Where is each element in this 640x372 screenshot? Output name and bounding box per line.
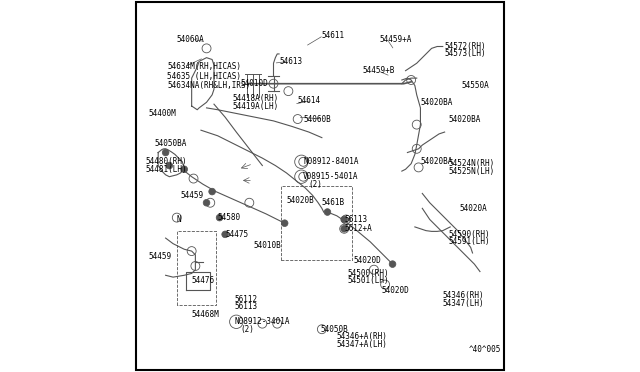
Text: 54524N(RH): 54524N(RH)	[449, 159, 495, 168]
Text: 5461B: 5461B	[322, 198, 345, 207]
Text: 54480(RH): 54480(RH)	[145, 157, 187, 166]
Text: N08912-8401A: N08912-8401A	[303, 157, 359, 166]
Text: 54060A: 54060A	[177, 35, 205, 44]
Circle shape	[181, 166, 188, 173]
Text: 56112: 56112	[234, 295, 257, 304]
Text: 54468M: 54468M	[191, 310, 220, 319]
Text: 54481(LH): 54481(LH)	[145, 165, 187, 174]
Circle shape	[222, 231, 228, 238]
Text: N: N	[177, 215, 181, 224]
Circle shape	[203, 199, 210, 206]
Text: 5612+A: 5612+A	[344, 224, 372, 233]
Text: N08912-3401A: N08912-3401A	[234, 317, 290, 326]
Circle shape	[341, 225, 348, 232]
Text: 54459: 54459	[180, 191, 204, 200]
Text: 54060B: 54060B	[303, 115, 331, 124]
Text: 54573(LH): 54573(LH)	[445, 49, 486, 58]
Text: 56113: 56113	[234, 302, 257, 311]
Text: 56113: 56113	[344, 215, 367, 224]
Text: 54020BA: 54020BA	[420, 98, 453, 107]
Text: (2): (2)	[240, 325, 254, 334]
Text: 54400M: 54400M	[149, 109, 177, 118]
Circle shape	[166, 162, 173, 169]
Text: ^40^005: ^40^005	[468, 345, 501, 354]
Circle shape	[324, 209, 331, 215]
Text: (2): (2)	[309, 180, 323, 189]
Text: 54476: 54476	[191, 276, 215, 285]
Text: 54020D: 54020D	[353, 256, 381, 265]
Text: 54525N(LH): 54525N(LH)	[449, 167, 495, 176]
Text: 54050B: 54050B	[320, 325, 348, 334]
Text: 54614: 54614	[298, 96, 321, 105]
Circle shape	[389, 261, 396, 267]
Text: V08915-5401A: V08915-5401A	[303, 172, 359, 181]
Text: 54346(RH): 54346(RH)	[443, 291, 484, 300]
Text: 54346+A(RH): 54346+A(RH)	[337, 332, 388, 341]
Text: 54020D: 54020D	[381, 286, 409, 295]
Text: 54347+A(LH): 54347+A(LH)	[337, 340, 388, 349]
Text: 54500(RH): 54500(RH)	[348, 269, 390, 278]
Text: 54613: 54613	[279, 57, 302, 66]
Text: 54020BA: 54020BA	[420, 157, 453, 166]
Text: 54475: 54475	[225, 230, 248, 239]
Circle shape	[209, 188, 216, 195]
Text: 54459: 54459	[149, 252, 172, 261]
Circle shape	[341, 216, 348, 223]
Text: 54020BA: 54020BA	[449, 115, 481, 124]
Text: 54010B: 54010B	[253, 241, 281, 250]
Text: 54572(RH): 54572(RH)	[445, 42, 486, 51]
Text: 54580: 54580	[218, 213, 241, 222]
Text: 54020B: 54020B	[287, 196, 314, 205]
Text: 54347(LH): 54347(LH)	[443, 299, 484, 308]
Text: 54459+B: 54459+B	[363, 66, 395, 75]
Text: 54635 (LH,HICAS): 54635 (LH,HICAS)	[168, 72, 241, 81]
Text: 54050BA: 54050BA	[154, 139, 187, 148]
Circle shape	[216, 214, 223, 221]
Circle shape	[163, 149, 169, 156]
Text: 54634M(RH,HICAS): 54634M(RH,HICAS)	[168, 62, 241, 71]
Text: 54010D: 54010D	[240, 79, 268, 88]
Text: 54634NA(RH&LH,IRS): 54634NA(RH&LH,IRS)	[168, 81, 251, 90]
Text: 54591(LH): 54591(LH)	[449, 237, 490, 246]
Text: 54501(LH): 54501(LH)	[348, 276, 390, 285]
Circle shape	[282, 220, 288, 227]
Text: 54020A: 54020A	[460, 204, 487, 213]
Text: 54590(RH): 54590(RH)	[449, 230, 490, 239]
Text: 54550A: 54550A	[461, 81, 489, 90]
Text: 54418A(RH): 54418A(RH)	[232, 94, 279, 103]
Text: 54611: 54611	[322, 31, 345, 40]
Text: 54419A(LH): 54419A(LH)	[232, 102, 279, 110]
Text: 54459+A: 54459+A	[380, 35, 412, 44]
